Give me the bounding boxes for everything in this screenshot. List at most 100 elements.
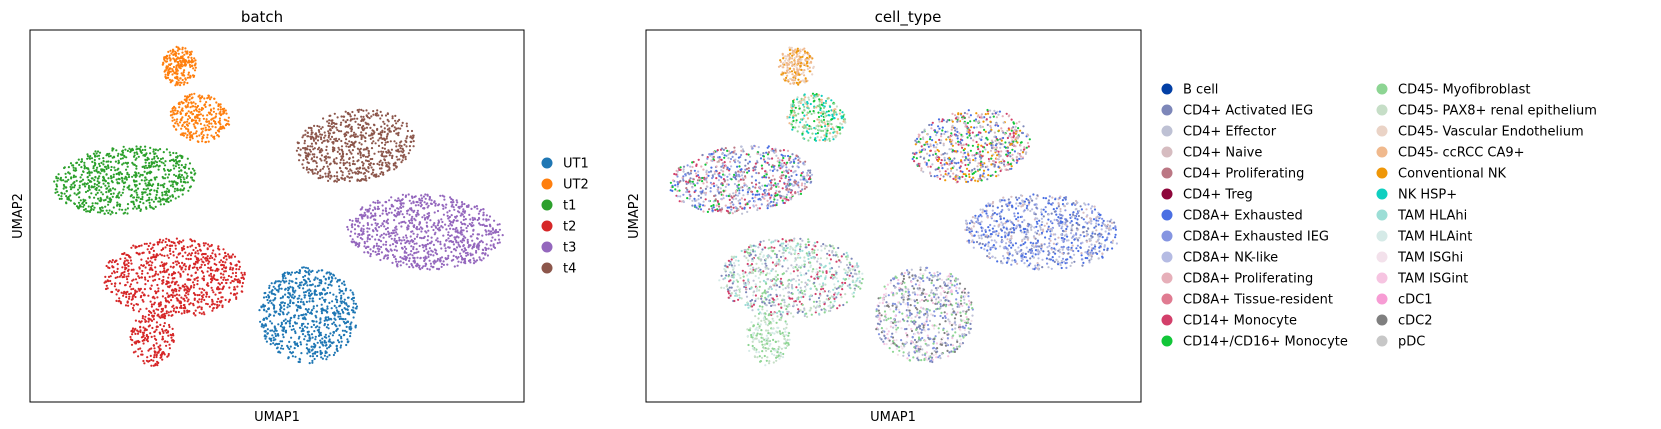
batch-point	[349, 135, 352, 138]
batch-point	[155, 193, 158, 196]
batch-point	[177, 271, 180, 274]
batch-point	[168, 323, 171, 327]
batch-point	[305, 343, 308, 346]
batch-point	[365, 122, 368, 126]
batch-point	[447, 233, 450, 236]
batch-point	[80, 160, 83, 163]
batch-point	[279, 325, 282, 328]
batch-point	[305, 300, 308, 303]
batch-point	[187, 101, 190, 104]
batch-point	[390, 196, 393, 199]
batch-point	[378, 137, 381, 140]
batch-point	[143, 166, 146, 170]
batch-point	[99, 196, 102, 200]
batch-point	[168, 347, 171, 350]
cell-type-point	[806, 56, 809, 59]
batch-point	[399, 127, 402, 130]
batch-point	[104, 275, 107, 278]
batch-point	[144, 278, 147, 281]
batch-point	[118, 299, 121, 302]
batch-point	[242, 276, 245, 279]
batch-point	[341, 282, 344, 285]
batch-point	[183, 69, 186, 72]
batch-legend-label: t4	[563, 262, 576, 277]
batch-point	[198, 108, 201, 111]
batch-point	[408, 221, 412, 224]
batch-point	[233, 255, 237, 258]
batch-point	[370, 166, 373, 169]
batch-point	[186, 309, 189, 312]
batch-point	[212, 275, 215, 278]
batch-point	[372, 250, 375, 253]
batch-point	[338, 291, 341, 294]
batch-point	[107, 261, 110, 264]
batch-point	[429, 262, 432, 265]
batch-point	[171, 109, 174, 112]
batch-point	[324, 282, 327, 285]
batch-point	[110, 176, 113, 179]
batch-point	[330, 135, 334, 138]
batch-point	[122, 162, 125, 165]
batch-point	[461, 241, 464, 244]
batch-point	[332, 321, 335, 324]
batch-point	[344, 166, 347, 170]
batch-point	[143, 329, 146, 332]
batch-point	[372, 110, 375, 113]
batch-point	[178, 65, 181, 68]
batch-point	[203, 263, 206, 267]
batch-point	[329, 291, 332, 294]
batch-point	[305, 313, 308, 316]
batch-point	[347, 228, 350, 231]
batch-point	[269, 343, 272, 346]
batch-point	[407, 240, 410, 243]
batch-point	[360, 131, 363, 134]
batch-point	[400, 124, 403, 127]
batch-point	[134, 171, 137, 174]
batch-point	[175, 162, 178, 165]
batch-point	[433, 262, 436, 265]
batch-point	[368, 238, 371, 241]
batch-point	[155, 321, 158, 324]
batch-point	[146, 166, 149, 169]
batch-point	[233, 293, 236, 296]
batch-point	[393, 248, 396, 251]
batch-point	[413, 242, 416, 245]
batch-point	[463, 247, 466, 250]
batch-point	[350, 128, 353, 131]
batch-point	[175, 128, 178, 131]
batch-point	[153, 176, 156, 179]
batch-point	[387, 120, 390, 123]
batch-point	[217, 268, 220, 271]
batch-point	[341, 290, 344, 293]
batch-point	[152, 200, 155, 203]
batch-point	[184, 307, 187, 310]
batch-point	[326, 355, 329, 358]
batch-point	[374, 250, 377, 254]
batch-point	[338, 279, 341, 282]
batch-point	[388, 166, 391, 170]
batch-point	[141, 195, 144, 199]
batch-point	[179, 300, 182, 303]
batch-point	[166, 194, 169, 197]
batch-point	[182, 134, 185, 137]
batch-point	[110, 165, 113, 169]
batch-point	[303, 279, 306, 282]
batch-point	[353, 117, 356, 120]
batch-point	[184, 265, 187, 268]
batch-point	[139, 208, 142, 211]
batch-point	[156, 187, 159, 190]
batch-point	[460, 261, 463, 264]
batch-point	[414, 219, 417, 222]
batch-point	[152, 318, 155, 321]
batch-point	[135, 174, 138, 177]
batch-point	[180, 81, 183, 84]
batch-point	[164, 297, 167, 300]
batch-point	[359, 152, 362, 155]
batch-point	[421, 227, 424, 230]
batch-point	[372, 113, 375, 116]
batch-point	[435, 226, 438, 229]
batch-point	[359, 147, 362, 150]
batch-point	[214, 122, 217, 125]
batch-point	[202, 275, 206, 278]
batch-point	[413, 237, 416, 240]
